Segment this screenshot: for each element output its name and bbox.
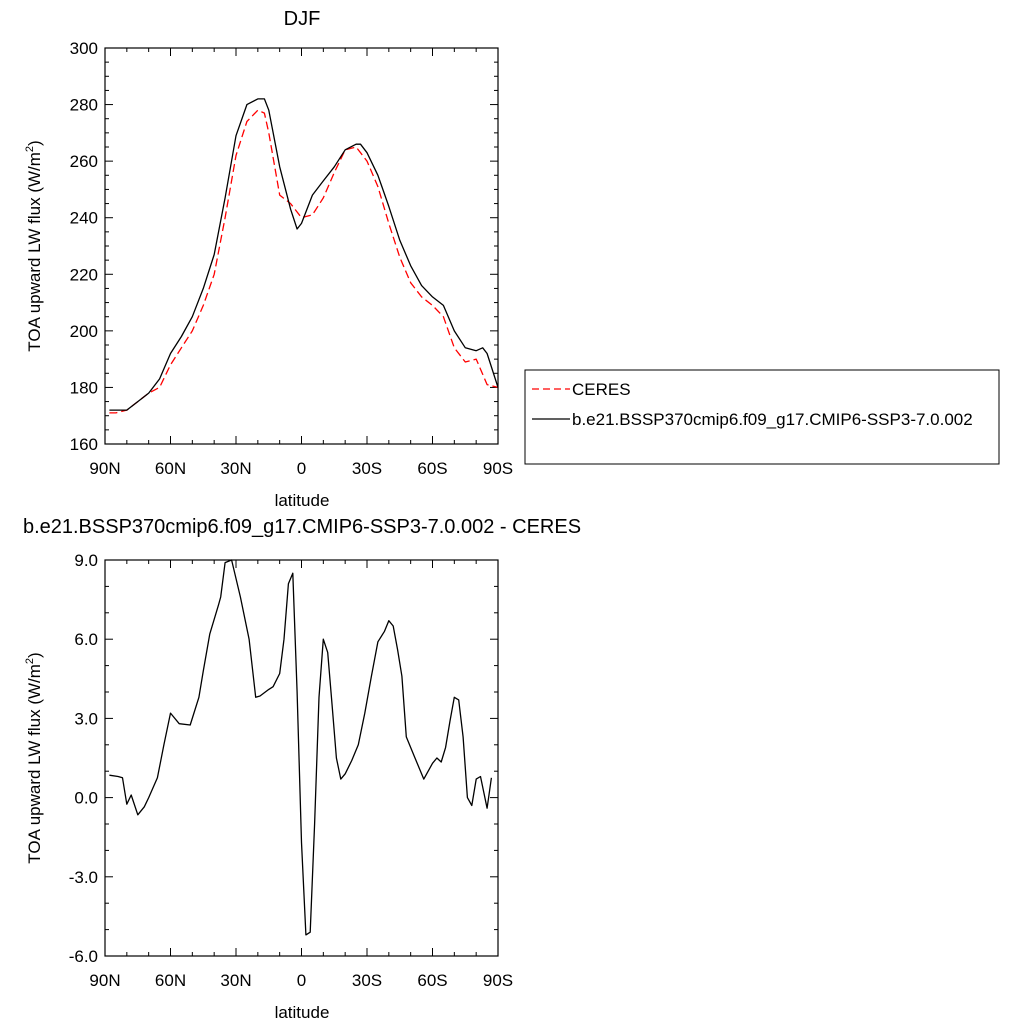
top-xtick-label: 90N (89, 459, 120, 478)
bottom-xtick-label: 60N (155, 971, 186, 990)
top-xtick-label: 60S (417, 459, 447, 478)
bottom-y-axis-label: TOA upward LW flux (W/m2) (24, 652, 44, 863)
top-ytick-label: 300 (70, 39, 98, 58)
bottom-xtick-label: 30N (220, 971, 251, 990)
top-ytick-label: 220 (70, 265, 98, 284)
top-ytick-label: 280 (70, 96, 98, 115)
bottom-xtick-label: 90S (483, 971, 513, 990)
legend: CERES b.e21.BSSP370cmip6.f09_g17.CMIP6-S… (524, 369, 1000, 465)
legend-box (524, 369, 1000, 465)
bottom-ytick-label: 6.0 (74, 630, 98, 649)
top-ytick-label: 200 (70, 322, 98, 341)
panel-bottom: b.e21.BSSP370cmip6.f09_g17.CMIP6-SSP3-7.… (23, 516, 581, 1022)
top-xtick-label: 60N (155, 459, 186, 478)
top-series-line-0 (109, 109, 499, 414)
top-xtick-label: 30N (220, 459, 251, 478)
top-series-line-1 (109, 98, 499, 411)
top-xtick-label: 30S (352, 459, 382, 478)
bottom-xtick-label: 30S (352, 971, 382, 990)
legend-model-label: b.e21.BSSP370cmip6.f09_g17.CMIP6-SSP3-7.… (572, 410, 973, 429)
top-title: DJF (284, 8, 321, 30)
top-plot-frame (104, 47, 499, 445)
bottom-series-line-0 (109, 559, 493, 936)
bottom-plot-frame (104, 559, 499, 957)
top-ytick-label: 160 (70, 435, 98, 454)
bottom-ytick-label: 9.0 (74, 551, 98, 570)
bottom-ytick-label: -6.0 (69, 947, 98, 966)
bottom-xtick-label: 60S (417, 971, 447, 990)
bottom-plot-area: -6.0 -3.0 0.0 3.0 6.0 9.0 90N 60N 30N 0 30S 60S 90S (69, 551, 513, 990)
bottom-title: b.e21.BSSP370cmip6.f09_g17.CMIP6-SSP3-7.… (23, 516, 581, 538)
bottom-xtick-label: 90N (89, 971, 120, 990)
panel-top: DJF 160 180 200 220 240 260 280 300 90N 60N 30N 0 30… (24, 8, 513, 510)
bottom-ytick-label: 3.0 (74, 709, 98, 728)
bottom-xtick-label: 0 (297, 971, 306, 990)
legend-ceres-label: CERES (572, 380, 631, 399)
top-xtick-label: 90S (483, 459, 513, 478)
top-ytick-label: 240 (70, 209, 98, 228)
bottom-ytick-label: -3.0 (69, 868, 98, 887)
bottom-x-axis-label: latitude (275, 1003, 330, 1022)
top-y-axis-label: TOA upward LW flux (W/m2) (24, 140, 44, 351)
top-plot-area: 160 180 200 220 240 260 280 300 90N 60N 30N 0 30S 60S… (70, 39, 514, 478)
top-xtick-label: 0 (297, 459, 306, 478)
top-ytick-label: 260 (70, 152, 98, 171)
top-x-axis-label: latitude (275, 491, 330, 510)
top-ytick-label: 180 (70, 378, 98, 397)
bottom-ytick-label: 0.0 (74, 789, 98, 808)
